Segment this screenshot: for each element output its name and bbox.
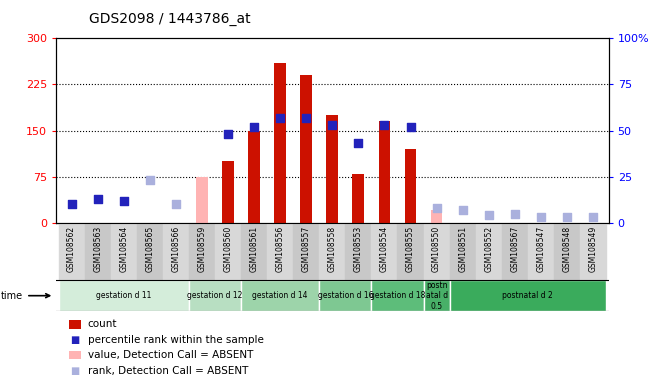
Bar (111, 223, 137, 280)
Bar (449, 280, 606, 311)
Text: GSM108562: GSM108562 (67, 226, 76, 272)
Bar (405, 149, 417, 223)
Point (353, 141, 364, 147)
Text: GSM108561: GSM108561 (249, 226, 259, 272)
Bar (326, 115, 338, 223)
Bar (424, 280, 449, 311)
Bar (189, 223, 215, 280)
Bar (319, 223, 345, 280)
Point (536, 214, 546, 220)
Text: gestation d 11: gestation d 11 (96, 291, 151, 300)
Text: GSM108551: GSM108551 (458, 226, 467, 272)
Bar (267, 223, 293, 280)
Text: postnatal d 2: postnatal d 2 (503, 291, 553, 300)
Text: GSM108548: GSM108548 (563, 226, 571, 272)
Text: gestation d 12: gestation d 12 (188, 291, 243, 300)
Bar (293, 223, 319, 280)
Bar (241, 280, 319, 311)
Text: gestation d 14: gestation d 14 (253, 291, 308, 300)
Bar (449, 223, 476, 280)
Bar (353, 174, 365, 223)
Bar (248, 131, 260, 223)
Text: GSM108563: GSM108563 (93, 226, 102, 272)
Point (484, 212, 494, 218)
Bar (371, 223, 397, 280)
Bar (59, 223, 85, 280)
Point (249, 124, 259, 130)
Point (327, 122, 338, 128)
Bar (378, 121, 390, 223)
Point (145, 177, 155, 184)
Text: postn
atal d
0.5: postn atal d 0.5 (426, 281, 447, 311)
Point (588, 214, 598, 220)
Text: GSM108547: GSM108547 (536, 226, 545, 272)
Text: GSM108567: GSM108567 (511, 226, 519, 272)
Text: GSM108566: GSM108566 (171, 226, 180, 272)
Bar (502, 223, 528, 280)
Point (275, 114, 286, 121)
Point (118, 197, 129, 204)
Bar (85, 223, 111, 280)
Bar (274, 63, 286, 223)
Bar (319, 280, 371, 311)
Point (170, 201, 181, 207)
Bar (424, 223, 449, 280)
Text: gestation d 16: gestation d 16 (318, 291, 373, 300)
Bar (300, 75, 312, 223)
Bar (528, 223, 554, 280)
Bar (345, 223, 371, 280)
Bar (554, 223, 580, 280)
Bar (580, 223, 606, 280)
Text: GSM108553: GSM108553 (354, 226, 363, 272)
Text: GSM108550: GSM108550 (432, 226, 441, 272)
Text: percentile rank within the sample: percentile rank within the sample (88, 335, 263, 345)
Text: GSM108558: GSM108558 (328, 226, 337, 272)
Text: time: time (1, 291, 49, 301)
Point (301, 114, 311, 121)
Bar (196, 177, 208, 223)
Text: GSM108552: GSM108552 (484, 226, 494, 272)
Text: GSM108564: GSM108564 (119, 226, 128, 272)
Text: GSM108560: GSM108560 (224, 226, 232, 272)
Text: GSM108565: GSM108565 (145, 226, 154, 272)
Text: GSM108556: GSM108556 (276, 226, 285, 272)
Point (66, 201, 77, 207)
Text: count: count (88, 319, 117, 329)
Text: GDS2098 / 1443786_at: GDS2098 / 1443786_at (89, 12, 251, 25)
Bar (476, 223, 502, 280)
Text: GSM108555: GSM108555 (406, 226, 415, 272)
Text: ■: ■ (70, 366, 80, 376)
Point (379, 122, 390, 128)
Bar (371, 280, 424, 311)
Point (92, 196, 103, 202)
Text: gestation d 18: gestation d 18 (370, 291, 425, 300)
Bar (189, 280, 241, 311)
Text: GSM108559: GSM108559 (197, 226, 207, 272)
Bar (431, 210, 442, 223)
Point (562, 214, 572, 220)
Text: value, Detection Call = ABSENT: value, Detection Call = ABSENT (88, 350, 253, 360)
Bar (215, 223, 241, 280)
Text: GSM108554: GSM108554 (380, 226, 389, 272)
Point (405, 124, 416, 130)
Bar (163, 223, 189, 280)
Text: GSM108557: GSM108557 (302, 226, 311, 272)
Bar (59, 280, 189, 311)
Point (457, 207, 468, 213)
Bar (137, 223, 163, 280)
Text: GSM108549: GSM108549 (588, 226, 597, 272)
Bar (222, 161, 234, 223)
Text: rank, Detection Call = ABSENT: rank, Detection Call = ABSENT (88, 366, 248, 376)
Bar (241, 223, 267, 280)
Point (431, 205, 442, 211)
Point (223, 131, 234, 137)
Point (509, 210, 520, 217)
Bar (397, 223, 424, 280)
Text: ■: ■ (70, 335, 80, 345)
